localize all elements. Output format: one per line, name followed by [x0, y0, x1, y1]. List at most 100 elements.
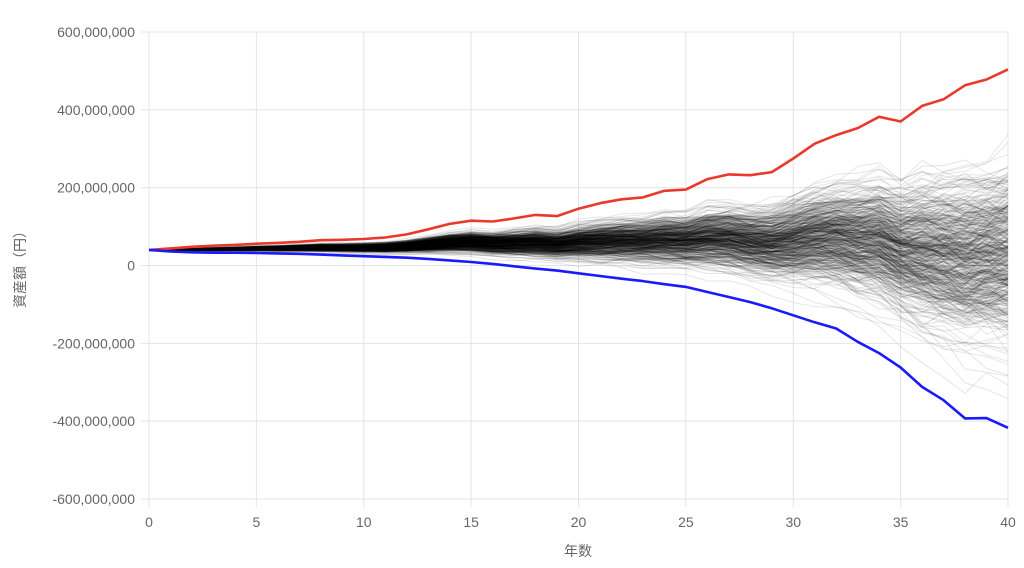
simulation-path	[148, 190, 1009, 251]
simulation-path	[149, 212, 1009, 251]
x-tick-label: 40	[1000, 514, 1016, 530]
simulation-path	[148, 205, 1009, 251]
simulation-path	[148, 165, 1009, 251]
simulation-path	[148, 230, 1009, 278]
simulation-path	[148, 236, 1009, 266]
simulation-path	[148, 246, 1009, 304]
simulation-path	[148, 247, 1009, 347]
simulation-path	[148, 241, 1009, 268]
simulation-path	[148, 203, 1009, 251]
simulation-path	[148, 242, 1009, 308]
simulation-path	[148, 176, 1009, 251]
simulation-path	[148, 249, 1009, 376]
simulation-path	[148, 242, 1009, 293]
simulation-path	[148, 220, 1009, 264]
simulation-path	[148, 249, 1009, 400]
simulation-path	[148, 245, 1009, 321]
simulation-path	[148, 200, 1009, 251]
simulation-path	[148, 183, 1009, 251]
simulation-path	[149, 230, 1009, 254]
simulation-path	[148, 226, 1009, 277]
simulation-path	[148, 242, 1009, 279]
simulation-path	[148, 229, 1009, 254]
simulation-path	[149, 236, 1009, 260]
simulation-path	[148, 210, 1009, 251]
simulation-path	[148, 232, 1009, 252]
simulation-path	[148, 234, 1009, 273]
simulation-path	[149, 222, 1009, 251]
simulation-path	[148, 175, 1009, 251]
simulation-path	[148, 175, 1009, 251]
simulation-path	[148, 249, 1009, 325]
simulation-path	[148, 227, 1009, 251]
simulation-path	[148, 233, 1009, 279]
simulation-path	[148, 134, 1009, 251]
simulation-path	[148, 219, 1009, 255]
simulation-path	[148, 237, 1009, 297]
simulation-path	[148, 242, 1009, 311]
simulation-path	[148, 230, 1009, 269]
simulation-path	[148, 246, 1009, 308]
simulation-path	[148, 243, 1009, 310]
simulation-path	[148, 239, 1009, 280]
simulation-path	[148, 242, 1009, 315]
simulation-path	[149, 232, 1009, 281]
simulation-path	[148, 230, 1009, 264]
simulation-path	[148, 249, 1009, 314]
simulation-path	[149, 208, 1009, 251]
simulation-path	[148, 245, 1009, 335]
simulation-path	[148, 234, 1009, 335]
simulation-path	[148, 234, 1009, 308]
simulation-path	[148, 241, 1009, 313]
simulation-path	[148, 230, 1009, 257]
simulation-path	[148, 178, 1009, 251]
simulation-path	[148, 222, 1009, 251]
simulation-path	[148, 231, 1009, 258]
simulation-path	[149, 229, 1009, 266]
simulation-path	[148, 235, 1009, 262]
simulation-path	[148, 214, 1009, 251]
simulation-path	[148, 244, 1009, 281]
simulation-path	[148, 244, 1009, 322]
simulation-path	[148, 223, 1009, 251]
simulation-path	[148, 224, 1009, 257]
simulation-path	[148, 244, 1009, 304]
simulation-path	[148, 176, 1009, 251]
simulation-path	[148, 236, 1009, 279]
x-tick-label: 20	[571, 514, 587, 530]
x-tick-label: 25	[678, 514, 694, 530]
simulation-path	[148, 222, 1009, 263]
simulation-path	[148, 208, 1009, 251]
simulation-path	[148, 207, 1009, 251]
simulation-path	[148, 217, 1009, 251]
simulation-path	[148, 246, 1009, 301]
simulation-path	[148, 224, 1009, 261]
simulation-path	[148, 232, 1009, 319]
simulation-path	[148, 248, 1009, 355]
simulation-path	[149, 218, 1009, 251]
simulation-path	[148, 246, 1009, 281]
simulation-path	[148, 247, 1009, 323]
simulation-path	[148, 245, 1009, 315]
simulation-path	[148, 213, 1009, 261]
simulation-path	[148, 179, 1009, 251]
simulation-path	[148, 243, 1009, 310]
simulation-path	[148, 239, 1009, 284]
simulation-path	[148, 245, 1009, 305]
simulation-path	[148, 236, 1009, 301]
simulation-path	[148, 239, 1009, 257]
simulation-path	[148, 192, 1009, 251]
simulation-path	[148, 241, 1009, 322]
simulation-path	[148, 240, 1009, 297]
simulation-path	[148, 241, 1009, 287]
simulation-path	[148, 242, 1009, 299]
simulation-path	[148, 221, 1009, 251]
simulation-path	[149, 230, 1009, 265]
simulation-path	[148, 242, 1009, 318]
simulation-path	[148, 204, 1009, 251]
simulation-path	[148, 229, 1009, 260]
simulation-path	[148, 211, 1009, 251]
simulation-path	[148, 218, 1009, 251]
simulation-path	[148, 233, 1009, 276]
simulation-path	[148, 196, 1009, 251]
